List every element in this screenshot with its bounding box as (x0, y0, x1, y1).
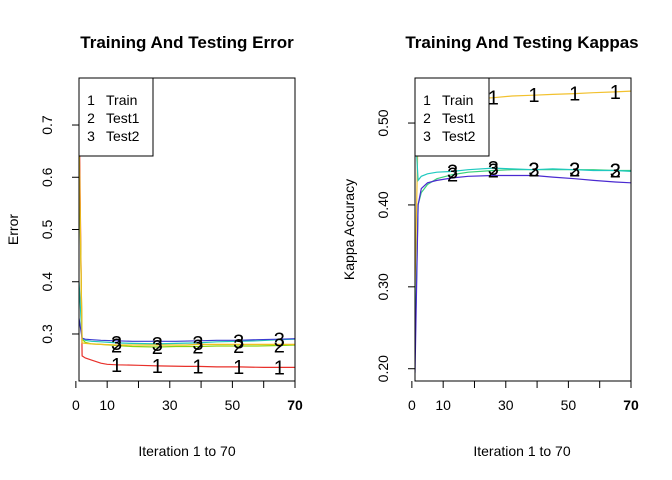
series-line-test2 (79, 281, 295, 345)
marker-train: 1 (569, 84, 580, 106)
marker-test2: 3 (152, 334, 163, 356)
legend-symbol: 1 (423, 92, 431, 108)
series-line-extra-3 (415, 174, 631, 373)
marker-test2: 3 (528, 160, 539, 182)
series-line-test1 (79, 145, 295, 348)
marker-test1: 2 (447, 165, 458, 187)
marker-test2: 3 (447, 161, 458, 183)
marker-test1: 2 (274, 335, 285, 357)
marker-test1: 2 (488, 161, 499, 183)
y-tick-label: 0.5 (39, 220, 55, 240)
series-lines (79, 98, 295, 368)
legend-symbol: 1 (87, 92, 95, 108)
y-tick-label: 0.4 (39, 272, 55, 292)
chart-title: Training And Testing Kappas (405, 33, 638, 52)
marker-test1: 2 (569, 160, 580, 182)
marker-test2: 3 (569, 160, 580, 182)
legend-symbol: 2 (87, 110, 95, 126)
marker-test2: 3 (233, 331, 244, 353)
marker-test2: 3 (610, 161, 621, 183)
marker-train: 1 (274, 357, 285, 379)
legend-symbol: 2 (423, 110, 431, 126)
marker-test1: 2 (528, 160, 539, 182)
marker-test1: 2 (233, 336, 244, 358)
x-tick-label: 50 (225, 397, 241, 413)
legend: 1 Train 2 Test1 3 Test2 (78, 77, 154, 157)
x-tick-label: 10 (435, 397, 451, 413)
y-axis-label: Kappa Accuracy (341, 179, 357, 280)
legend-label-test2: Test2 (106, 128, 140, 144)
legend-symbol: 3 (423, 128, 431, 144)
chart-title: Training And Testing Error (80, 33, 294, 52)
marker-test2: 3 (488, 158, 499, 180)
marker-test1: 2 (111, 335, 122, 357)
marker-train: 1 (192, 356, 203, 378)
marker-train: 1 (610, 82, 621, 104)
x-tick-label: 70 (287, 397, 303, 413)
series-line-test2 (415, 122, 631, 183)
marker-train: 1 (111, 355, 122, 377)
legend-box (414, 77, 490, 157)
series-line-extra-4 (79, 130, 295, 346)
marker-train: 1 (233, 357, 244, 379)
x-axis-label: Iteration 1 to 70 (473, 443, 571, 459)
marker-test1: 2 (610, 161, 621, 183)
x-tick-label: 10 (99, 397, 115, 413)
marker-test2: 3 (111, 333, 122, 355)
marker-train: 1 (528, 85, 539, 107)
y-tick-label: 0.30 (375, 273, 391, 300)
x-tick-label: 30 (162, 397, 178, 413)
x-axis-label: Iteration 1 to 70 (138, 443, 236, 459)
series-line-train (79, 98, 295, 368)
series-line-extra-3 (79, 318, 295, 342)
marker-test1: 2 (192, 337, 203, 359)
marker-test2: 3 (274, 330, 285, 352)
marker-train: 1 (488, 88, 499, 110)
panel-2: Training And Testing Kappas1111122222333… (341, 33, 639, 459)
legend-label-train: Train (106, 92, 137, 108)
y-tick-label: 0.6 (39, 167, 55, 187)
plot-frame (414, 77, 632, 382)
marker-test2: 3 (192, 333, 203, 355)
legend-symbol: 3 (87, 128, 95, 144)
x-tick-label: 0 (72, 397, 80, 413)
x-tick-label: 30 (498, 397, 514, 413)
x-tick-label: 50 (561, 397, 577, 413)
legend-label-test2: Test2 (442, 128, 476, 144)
x-tick-label: 0 (408, 397, 416, 413)
marker-test1: 2 (152, 337, 163, 359)
y-tick-label: 0.3 (39, 324, 55, 344)
y-tick-label: 0.50 (375, 109, 391, 136)
y-axis-label: Error (5, 214, 21, 245)
legend: 1 Train 2 Test1 3 Test2 (414, 77, 490, 157)
marker-train: 1 (152, 356, 163, 378)
x-tick-label: 70 (623, 397, 639, 413)
legend-label-train: Train (442, 92, 473, 108)
legend-label-test1: Test1 (106, 110, 140, 126)
y-tick-label: 0.20 (375, 355, 391, 382)
y-tick-label: 0.7 (39, 115, 55, 135)
legend-box (78, 77, 154, 157)
series-line-test1 (415, 169, 631, 353)
y-tick-label: 0.40 (375, 191, 391, 218)
legend-label-test1: Test1 (442, 110, 476, 126)
